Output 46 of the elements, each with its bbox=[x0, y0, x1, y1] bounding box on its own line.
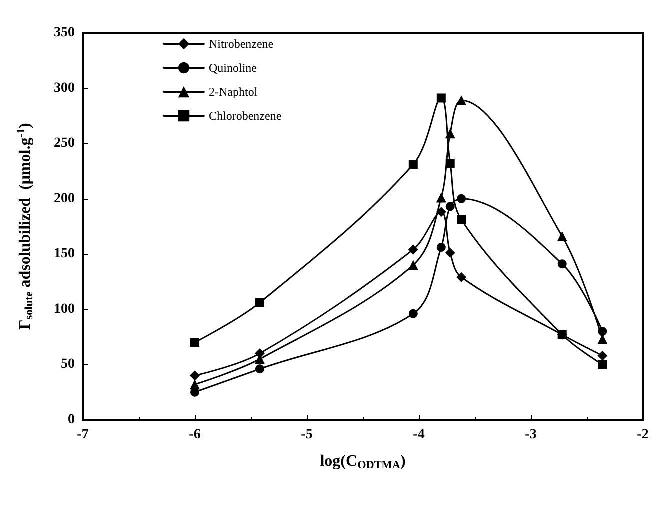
point bbox=[457, 194, 466, 204]
point bbox=[558, 260, 567, 269]
x-tick-label: -2 bbox=[637, 428, 649, 442]
point bbox=[408, 244, 418, 255]
point bbox=[436, 192, 446, 203]
point bbox=[436, 243, 446, 252]
point bbox=[436, 207, 446, 218]
y-tick-label: 100 bbox=[54, 302, 75, 317]
legend-label: 2-Naphtol bbox=[209, 85, 258, 99]
point bbox=[598, 327, 608, 336]
y-axis-title: Γsolute adsolubilized (μmol.g-1) bbox=[16, 123, 36, 330]
point bbox=[557, 231, 568, 242]
point bbox=[436, 94, 446, 103]
point bbox=[190, 338, 200, 348]
y-tick-label: 350 bbox=[54, 26, 75, 40]
point bbox=[408, 160, 418, 170]
y-tick-label: 300 bbox=[54, 80, 75, 96]
point bbox=[445, 248, 456, 258]
point bbox=[408, 260, 418, 270]
point bbox=[190, 380, 200, 390]
legend-label: Chlorobenzene bbox=[209, 109, 282, 123]
y-tick-label: 0 bbox=[68, 412, 75, 428]
legend-label: Quinoline bbox=[209, 61, 257, 75]
x-tick-label: -6 bbox=[189, 428, 201, 442]
y-tick-label: 250 bbox=[54, 136, 75, 152]
x-tick-label: -4 bbox=[413, 428, 425, 442]
x-tick-label: -5 bbox=[301, 428, 313, 442]
point bbox=[456, 272, 467, 282]
y-tick-label: 200 bbox=[54, 191, 75, 206]
point bbox=[446, 158, 455, 168]
point bbox=[457, 215, 466, 224]
point bbox=[598, 360, 608, 370]
y-tick-label: 150 bbox=[54, 246, 75, 262]
point bbox=[456, 95, 467, 106]
point bbox=[408, 309, 418, 318]
x-tick-label: -3 bbox=[525, 428, 537, 442]
point bbox=[446, 202, 455, 212]
point bbox=[558, 330, 567, 340]
legend-label: Nitrobenzene bbox=[209, 37, 274, 51]
x-tick-label: -7 bbox=[77, 428, 89, 442]
point bbox=[598, 350, 608, 361]
point bbox=[255, 298, 264, 308]
point bbox=[445, 128, 456, 139]
y-tick-label: 50 bbox=[61, 357, 75, 372]
point bbox=[190, 370, 200, 381]
point bbox=[255, 364, 264, 374]
